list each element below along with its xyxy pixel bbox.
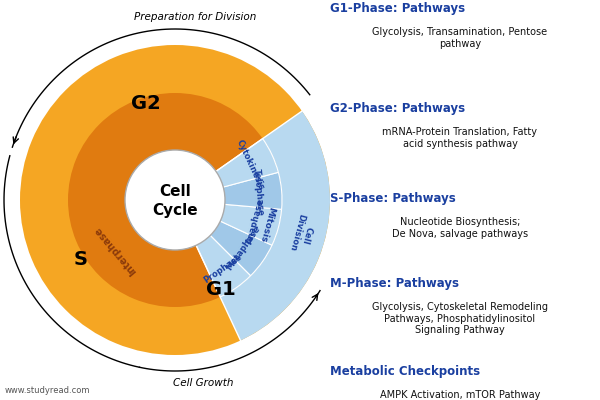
Text: Prophase: Prophase — [202, 252, 244, 285]
Text: Metabolic Checkpoints: Metabolic Checkpoints — [330, 365, 480, 378]
Wedge shape — [68, 93, 282, 307]
Text: Cell: Cell — [159, 184, 191, 200]
Wedge shape — [175, 139, 278, 200]
Text: mRNA-Protein Translation, Fatty
acid synthesis pathway: mRNA-Protein Translation, Fatty acid syn… — [383, 127, 538, 148]
Text: Nucleotide Biosynthesis;
De Nova, salvage pathways: Nucleotide Biosynthesis; De Nova, salvag… — [392, 217, 528, 238]
Text: Anaphase: Anaphase — [245, 198, 266, 245]
Text: M-Phase: Pathways: M-Phase: Pathways — [330, 277, 459, 290]
Text: Glycolysis, Transamination, Pentose
pathway: Glycolysis, Transamination, Pentose path… — [373, 27, 548, 49]
Text: Interphase: Interphase — [92, 224, 138, 276]
Wedge shape — [175, 200, 281, 245]
Text: Cytokinesis: Cytokinesis — [235, 138, 266, 191]
Text: Preparation for Division: Preparation for Division — [134, 12, 256, 22]
Wedge shape — [175, 200, 251, 297]
Wedge shape — [175, 111, 330, 340]
Text: Glycolysis, Cytoskeletal Remodeling
Pathways, Phosphatidylinositol
Signaling Pat: Glycolysis, Cytoskeletal Remodeling Path… — [372, 302, 548, 335]
Text: G2: G2 — [131, 94, 160, 113]
Text: AMPK Activation, mTOR Pathway: AMPK Activation, mTOR Pathway — [380, 390, 540, 400]
Text: S-Phase: Pathways: S-Phase: Pathways — [330, 192, 456, 205]
Text: G1-Phase: Pathways: G1-Phase: Pathways — [330, 2, 465, 15]
Text: Cycle: Cycle — [152, 202, 198, 218]
Text: Mitosis: Mitosis — [257, 206, 276, 243]
Text: Cell Growth: Cell Growth — [173, 378, 233, 388]
Circle shape — [125, 150, 225, 250]
Text: G1: G1 — [206, 280, 236, 299]
Text: www.studyread.com: www.studyread.com — [5, 386, 91, 395]
Wedge shape — [175, 139, 282, 297]
Text: Metaphase: Metaphase — [225, 224, 262, 272]
Wedge shape — [175, 200, 272, 276]
Text: Cell
Division: Cell Division — [287, 213, 316, 255]
Text: G2-Phase: Pathways: G2-Phase: Pathways — [330, 102, 465, 115]
Text: S: S — [73, 250, 88, 269]
Text: Telophase: Telophase — [251, 169, 265, 217]
Wedge shape — [20, 45, 330, 355]
Wedge shape — [175, 172, 282, 209]
